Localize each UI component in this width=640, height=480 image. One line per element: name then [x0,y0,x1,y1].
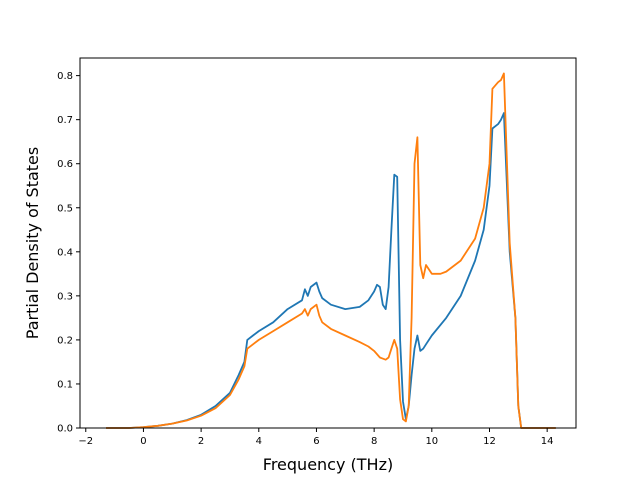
x-tick-label: 8 [371,436,377,447]
series-line-2 [106,72,556,429]
y-tick-label: 0.3 [57,291,73,302]
x-tick-label: 14 [541,436,554,447]
x-axis-label: Frequency (THz) [263,455,393,474]
y-tick-label: 0.4 [57,247,73,258]
y-tick-label: 0.5 [57,203,73,214]
series-lines [106,72,556,429]
series-line-1 [106,112,556,429]
y-axis-label: Partial Density of States [23,147,42,339]
y-axis-ticks: 0.0 0.1 0.2 0.3 0.4 0.5 0.6 0.7 0.8 [57,71,80,435]
x-tick-label: 4 [256,436,262,447]
x-axis-ticks: −2 0 2 4 6 8 10 12 14 [78,428,554,447]
x-tick-label: 2 [198,436,204,447]
plot-frame [79,57,577,429]
x-tick-label: 0 [140,436,146,447]
x-tick-label: −2 [78,436,93,447]
y-tick-label: 0.1 [57,379,73,390]
y-tick-label: 0.7 [57,115,73,126]
y-tick-label: 0.8 [57,71,73,82]
x-tick-label: 10 [425,436,438,447]
y-tick-label: 0.2 [57,335,73,346]
y-tick-label: 0.6 [57,159,73,170]
x-tick-label: 12 [483,436,496,447]
y-tick-label: 0.0 [57,424,73,435]
x-tick-label: 6 [313,436,319,447]
